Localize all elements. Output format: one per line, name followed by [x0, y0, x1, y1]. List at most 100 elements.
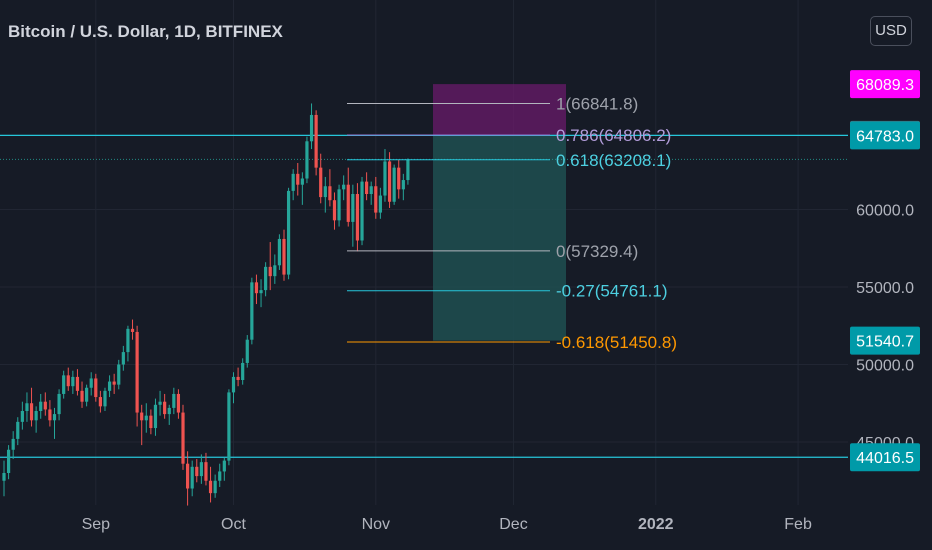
candle-body [75, 376, 80, 391]
candle-body [199, 462, 203, 477]
candle-body [144, 415, 148, 421]
candlestick-series [2, 103, 410, 506]
candle-body [163, 401, 167, 415]
take-profit-zone [433, 134, 566, 341]
position-zones [433, 84, 566, 341]
time-tick-label: Oct [221, 516, 246, 533]
fibonacci-extension[interactable]: 1(66841.8) 0.786(64806.2) 0.618(63208.1) 0(… [347, 94, 677, 352]
chart-title: Bitcoin / U.S. Dollar, 1D, BITFINEX [8, 22, 283, 41]
stop-loss-zone [433, 84, 566, 135]
candle-body [130, 328, 135, 332]
candle-body [231, 376, 236, 393]
fib-level-label: 0(57329.4) [556, 242, 638, 261]
fib-level-label: 0.618(63208.1) [556, 151, 671, 170]
currency-button[interactable]: USD [870, 16, 912, 46]
candle-body [268, 266, 272, 277]
candle-body [378, 195, 382, 213]
candle-body [94, 378, 98, 398]
candle-body [80, 390, 84, 402]
candle-body [323, 186, 327, 198]
horizontal-lines[interactable] [0, 134, 848, 458]
price-tick-label: 55000.0 [856, 280, 914, 297]
candle-body [34, 411, 38, 421]
candle-body [140, 412, 144, 421]
time-tick-label: Dec [499, 516, 527, 533]
price-label-badge [850, 443, 920, 472]
candle-body [208, 480, 213, 494]
candle-body [369, 186, 373, 194]
price-label-badge [850, 326, 920, 355]
candle-body [282, 238, 286, 275]
price-label-text: 68089.3 [856, 77, 914, 94]
candle-body [218, 471, 222, 481]
candle-body [117, 364, 121, 385]
candle-body [273, 265, 277, 277]
candle-body [149, 415, 153, 429]
candle-body [227, 392, 231, 461]
fib-level-label: 1(66841.8) [556, 94, 638, 113]
candle-body [342, 184, 346, 190]
candle-body [236, 376, 240, 380]
candle-body [383, 161, 387, 196]
candle-body [71, 376, 75, 387]
price-axis[interactable]: 60000.055000.050000.045000.068089.364815… [850, 70, 920, 472]
candle-body [250, 282, 254, 340]
candle-body [112, 381, 116, 385]
candle-body [314, 114, 318, 168]
candle-body [296, 173, 300, 185]
candle-body [332, 200, 337, 221]
price-tick-label: 60000.0 [856, 203, 914, 220]
price-label-badge [850, 70, 920, 99]
candle-body [264, 266, 268, 291]
candle-body [103, 390, 107, 407]
candle-body [190, 466, 194, 489]
candle-body [107, 381, 112, 391]
candle-body [213, 480, 217, 494]
time-axis[interactable]: Sep Oct Nov Dec 2022 Feb [82, 516, 812, 533]
candle-body [25, 403, 29, 411]
candle-body [305, 141, 309, 179]
candle-body [11, 438, 15, 450]
candle-body [277, 238, 281, 266]
candle-body [135, 331, 139, 413]
price-label-text: 51540.7 [856, 334, 914, 351]
candle-body [245, 339, 249, 363]
candle-body [291, 173, 295, 191]
candle-body [167, 407, 171, 415]
candle-body [360, 181, 364, 241]
candle-body [392, 167, 396, 202]
candle-body [153, 404, 158, 429]
candle-body [181, 412, 185, 464]
price-tick-label: 50000.0 [856, 358, 914, 375]
candle-body [374, 186, 378, 213]
candle-body [176, 393, 181, 413]
candle-body [121, 352, 125, 365]
candle-body [241, 362, 245, 380]
time-tick-label: Feb [784, 516, 812, 533]
time-tick-label: Sep [82, 516, 111, 533]
candle-body [387, 161, 392, 202]
candle-body [328, 186, 332, 201]
candle-body [309, 114, 314, 142]
candle-body [286, 190, 291, 275]
candle-body [43, 401, 47, 410]
fib-level-label: -0.27(54761.1) [556, 282, 668, 301]
candle-body [126, 328, 130, 353]
candle-body [365, 181, 369, 194]
candle-body [39, 401, 43, 411]
candle-body [300, 178, 304, 185]
candle-body [351, 194, 355, 222]
candle-body [222, 460, 226, 472]
candle-body [98, 397, 102, 407]
candle-body [397, 167, 401, 190]
candle-body [66, 375, 70, 387]
candle-body [355, 194, 360, 241]
candle-body [259, 290, 263, 294]
candle-body [62, 375, 66, 394]
candle-body [6, 449, 11, 473]
candle-body [29, 403, 34, 421]
candle-body [337, 189, 341, 221]
candle-body [186, 463, 190, 489]
candle-body [16, 421, 20, 439]
